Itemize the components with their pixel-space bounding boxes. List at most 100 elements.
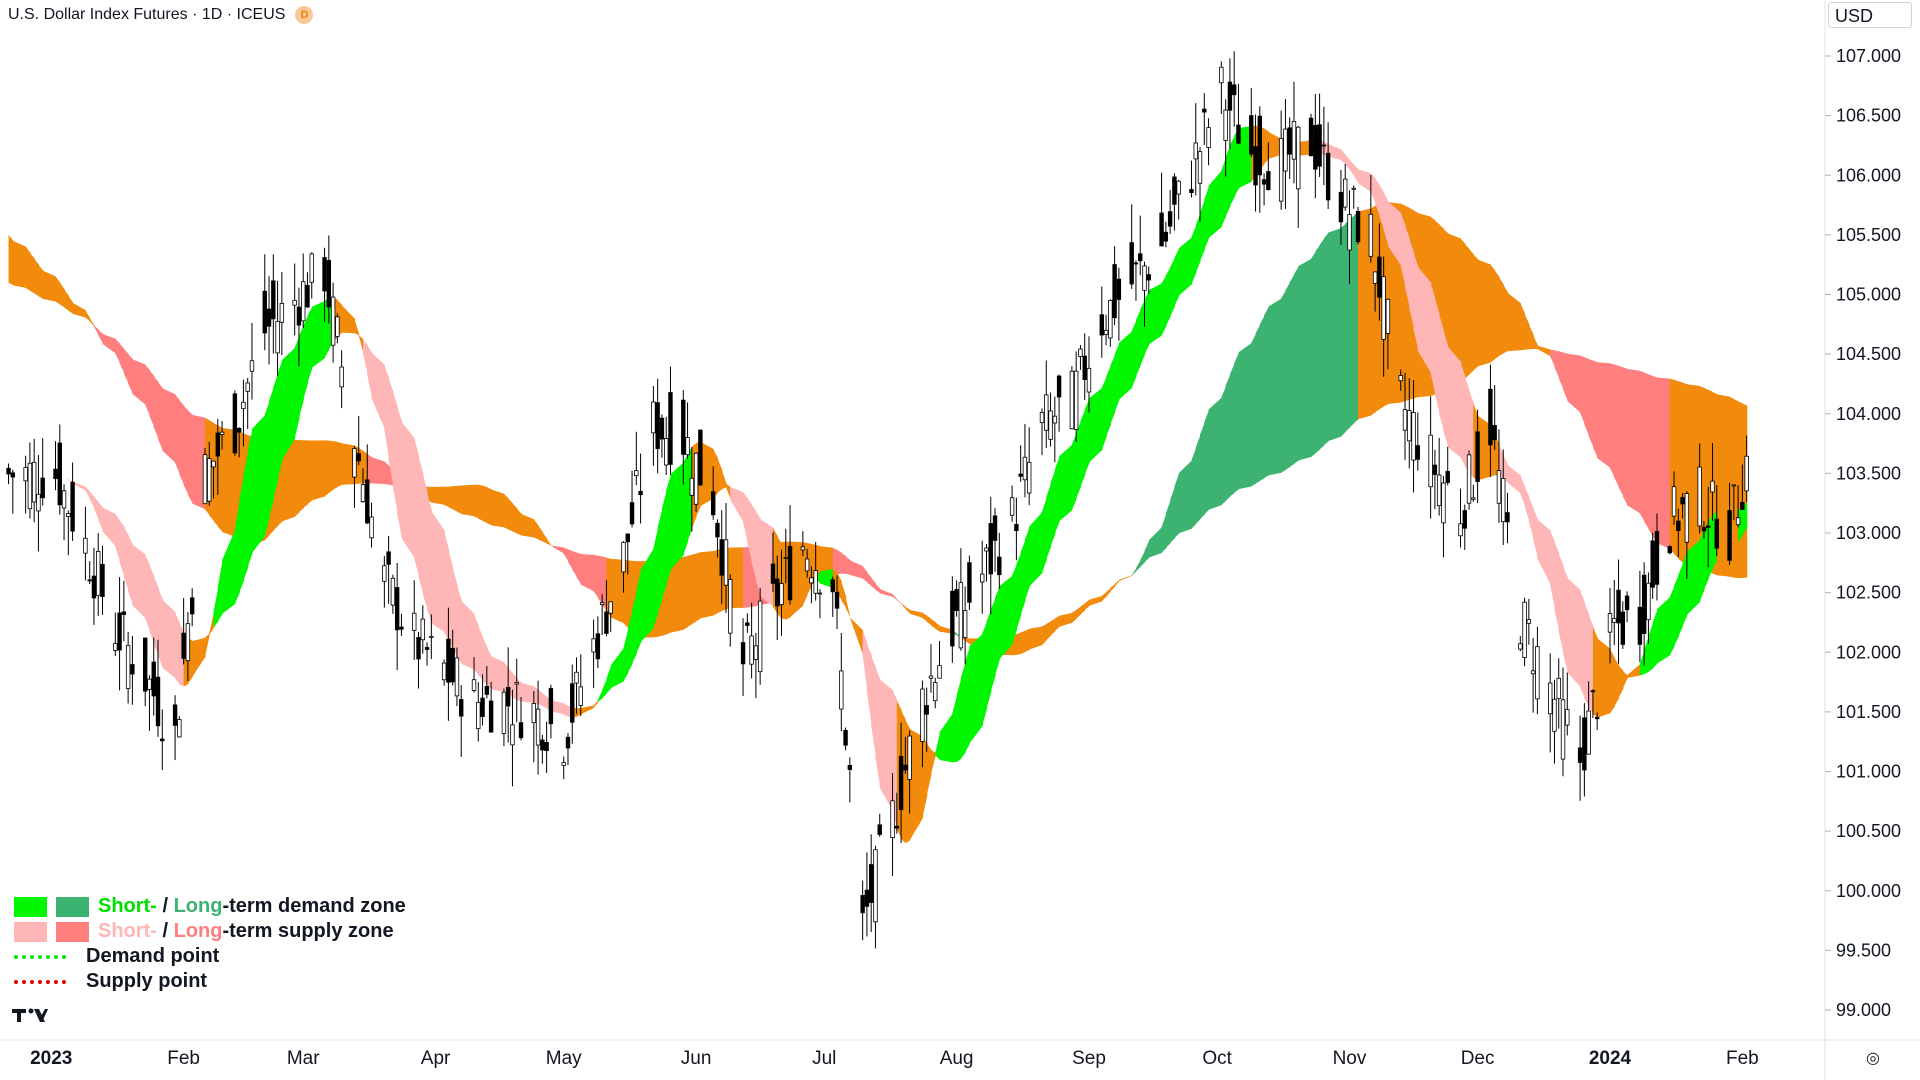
time-tick-label: Feb xyxy=(1726,1048,1759,1069)
candle xyxy=(574,657,579,714)
candle-body-down xyxy=(1415,445,1421,460)
candle xyxy=(783,528,788,584)
candle-body-up xyxy=(241,401,246,410)
short-term-zone-segment xyxy=(802,563,808,606)
long-term-zone-segment xyxy=(29,252,35,294)
candle xyxy=(1231,51,1237,127)
candle-body-up xyxy=(634,470,639,477)
long-term-zone-segment xyxy=(1464,243,1470,379)
candle xyxy=(356,416,361,466)
tradingview-logo[interactable] xyxy=(12,1006,48,1029)
short-term-zone-segment xyxy=(234,500,240,604)
candle xyxy=(719,510,724,605)
candle-body-up xyxy=(27,462,33,510)
candle xyxy=(1560,667,1566,777)
candle-body-down xyxy=(655,402,660,450)
short-term-zone-segment xyxy=(1507,464,1521,494)
long-term-zone-segment xyxy=(1229,363,1235,497)
short-term-zone-segment xyxy=(1703,521,1709,590)
long-term-zone-segment xyxy=(871,577,877,590)
long-term-zone-segment xyxy=(1473,254,1479,371)
candle-body-down xyxy=(894,825,900,829)
candle-body-down xyxy=(1202,108,1207,113)
short-term-zone-segment xyxy=(281,347,296,461)
candle xyxy=(1219,61,1224,115)
candle xyxy=(634,431,639,486)
short-term-zone-segment xyxy=(444,530,450,641)
time-tick-label: Aug xyxy=(940,1048,974,1069)
short-term-zone-segment xyxy=(294,335,300,439)
long-term-zone-segment xyxy=(1524,313,1530,350)
candle-body-down xyxy=(305,284,310,308)
short-term-zone-segment xyxy=(845,596,851,618)
candle-body-up xyxy=(728,579,733,634)
long-term-zone-segment xyxy=(183,405,189,495)
interval-badge[interactable]: D xyxy=(295,6,314,24)
candle xyxy=(121,580,127,642)
candle-body-up xyxy=(962,610,968,638)
candle xyxy=(651,386,656,466)
candle xyxy=(1381,256,1386,377)
long-term-zone-segment xyxy=(1656,377,1671,549)
candle-body-up xyxy=(599,602,605,606)
legend-sep-1: / xyxy=(156,895,174,917)
short-term-zone-segment xyxy=(627,610,633,673)
short-term-zone-segment xyxy=(871,655,877,758)
short-term-zone-segment xyxy=(341,305,356,334)
candle-body-up xyxy=(1052,415,1058,424)
short-term-zone-segment xyxy=(1080,409,1086,487)
candle-body-up xyxy=(360,484,366,502)
price-tick-label: 104.500 xyxy=(1836,344,1901,364)
short-term-zone-segment xyxy=(982,621,988,726)
candle-body-up xyxy=(1381,276,1386,340)
short-term-zone-segment xyxy=(1148,283,1163,345)
short-term-zone-segment xyxy=(1716,510,1731,561)
candle xyxy=(61,484,67,541)
candle xyxy=(125,631,131,704)
chart-settings-icon[interactable]: ◎ xyxy=(1866,1050,1880,1067)
long-term-zone-segment xyxy=(1076,606,1082,619)
short-term-zone-segment xyxy=(533,686,539,705)
symbol-title[interactable]: U.S. Dollar Index Futures · 1D · ICEUS xyxy=(8,6,286,23)
candle xyxy=(1022,423,1028,498)
candle-body-down xyxy=(997,556,1002,576)
candle xyxy=(1172,173,1177,231)
candle-body-up xyxy=(839,670,844,710)
candle-body-down xyxy=(1620,611,1626,645)
candle-body-up xyxy=(1108,300,1113,339)
candle-body-down xyxy=(91,575,97,599)
candle-body-up xyxy=(441,662,447,681)
candle-body-up xyxy=(31,461,37,503)
short-term-zone-segment xyxy=(1379,185,1385,231)
long-term-zone-segment xyxy=(1131,568,1137,576)
candle-body-up xyxy=(96,550,101,596)
short-term-zone-segment xyxy=(1076,421,1082,499)
price-tick-label: 105.500 xyxy=(1836,225,1901,245)
candle-body-down xyxy=(1287,127,1292,155)
candle xyxy=(561,756,566,780)
long-term-zone-segment xyxy=(1528,324,1534,350)
candle xyxy=(638,453,643,524)
candle-body-up xyxy=(1697,466,1702,527)
long-term-zone-segment xyxy=(1200,422,1205,520)
symbol-header[interactable]: U.S. Dollar Index Futures · 1D · ICEUS D xyxy=(8,6,314,24)
currency-selector[interactable]: USD xyxy=(1828,2,1912,28)
long-term-zone-segment xyxy=(713,549,719,616)
candle xyxy=(399,613,404,636)
short-term-zone-segment xyxy=(362,339,368,375)
long-term-zone-segment xyxy=(1020,630,1026,654)
candle-body-down xyxy=(847,764,853,770)
long-term-zone-segment xyxy=(1106,588,1111,597)
candle xyxy=(894,792,900,834)
candle-body-down xyxy=(843,729,848,746)
long-term-zone-segment xyxy=(563,547,569,562)
short-term-zone-segment xyxy=(606,665,612,694)
candle xyxy=(275,280,280,377)
long-term-zone-segment xyxy=(145,364,151,417)
long-term-zone-segment xyxy=(431,486,445,505)
candle-body-up xyxy=(113,643,118,651)
long-term-zone-segment xyxy=(452,485,458,512)
candle-body-up xyxy=(933,682,938,702)
short-term-zone-segment xyxy=(521,682,535,703)
